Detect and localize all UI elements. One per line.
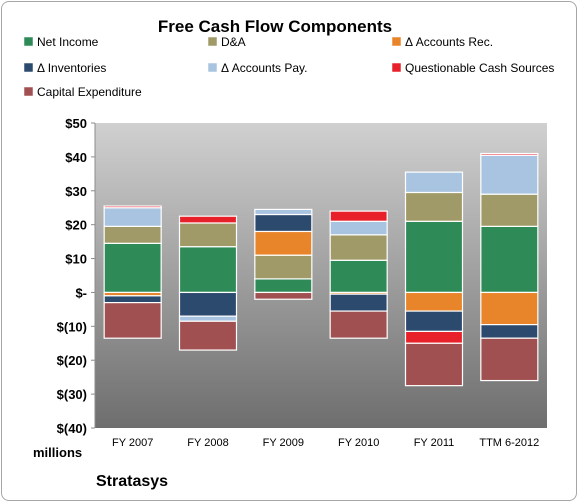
bar-segment-delta-inventories: [480, 324, 539, 339]
bar-segment-danda: [329, 234, 388, 261]
y-tick-label: $20: [65, 218, 87, 233]
bar-segment-capital-expenditure: [103, 302, 162, 339]
legend: Net Income D&A Δ Accounts Rec. Δ Inventorie…: [23, 35, 554, 99]
units-label: millions: [33, 445, 82, 460]
y-tick-label: $-: [75, 285, 87, 300]
legend-label: Δ Accounts Rec.: [405, 35, 493, 49]
bar-segment-delta-accounts-rec: [480, 291, 539, 326]
legend-label: Net Income: [37, 35, 99, 49]
y-tick-label: $40: [65, 150, 87, 165]
company-label: Stratasys: [96, 473, 168, 490]
bar-segment-questionable-cash-sources: [404, 330, 464, 344]
legend-swatch: [23, 62, 34, 73]
bar-segment-capital-expenditure: [254, 291, 313, 300]
bar-segment-danda: [103, 225, 162, 244]
bar-segment-delta-inventories: [103, 295, 162, 304]
legend-label: D&A: [221, 35, 246, 49]
x-tick-label: FY 2011: [414, 437, 455, 449]
y-tick-label: $30: [65, 184, 87, 199]
legend-item-questionable-cash-sources: Questionable Cash Sources: [391, 61, 554, 75]
legend-item-net-income: Net Income: [23, 35, 99, 49]
bar-segment-net-income: [254, 278, 313, 294]
bar-segment-delta-accounts-pay: [480, 154, 539, 195]
y-tick-label: $(20): [57, 353, 87, 368]
bar-segment-net-income: [103, 242, 162, 294]
bar-segment-danda: [480, 193, 539, 227]
legend-swatch: [23, 36, 34, 47]
bar-segment-delta-inventories: [329, 293, 388, 312]
y-tick-label: $50: [65, 116, 87, 131]
legend-label: Δ Inventories: [37, 61, 106, 75]
y-axis: $50 $40 $30 $20 $10 $- $(10) $(20) $(30) $(40): [57, 116, 96, 436]
legend-item-danda: D&A: [207, 35, 246, 49]
bar-segment-delta-accounts-rec: [404, 291, 464, 312]
legend-swatch: [23, 86, 34, 97]
bar-segment-danda: [404, 191, 464, 222]
bar-segment-questionable-cash-sources: [329, 210, 388, 222]
bar-segment-capital-expenditure: [404, 342, 464, 387]
bar-segment-net-income: [329, 259, 388, 294]
x-tick-label: FY 2007: [112, 437, 153, 449]
bar-segment-questionable-cash-sources: [178, 215, 238, 224]
y-tick-label: $10: [65, 252, 87, 267]
bar-segment-delta-accounts-pay: [103, 207, 162, 227]
x-tick-label: FY 2010: [338, 437, 379, 449]
legend-item-capital-expenditure: Capital Expenditure: [23, 85, 142, 99]
legend-swatch: [391, 62, 402, 73]
bar-segment-delta-accounts-pay: [254, 208, 313, 216]
legend-swatch: [207, 62, 218, 73]
bar-segment-capital-expenditure: [480, 337, 539, 382]
legend-label: Questionable Cash Sources: [405, 61, 554, 75]
bar-segment-delta-accounts-pay: [329, 220, 388, 236]
bar-segment-delta-accounts-pay: [178, 315, 238, 322]
bars: [103, 152, 539, 387]
bar-segment-net-income: [404, 220, 464, 294]
plot-area: [95, 123, 547, 428]
legend-swatch: [207, 36, 218, 47]
bar-segment-delta-inventories: [254, 213, 313, 233]
y-tick-label: $(40): [57, 421, 87, 436]
y-tick-label: $(10): [57, 319, 87, 334]
x-axis: FY 2007 FY 2008 FY 2009 FY 2010 FY 2011 TTM 6…: [112, 437, 539, 449]
x-tick-label: FY 2009: [263, 437, 304, 449]
bar-segment-capital-expenditure: [178, 320, 238, 351]
y-tick-label: $(30): [57, 387, 87, 402]
bar-segment-delta-inventories: [404, 310, 464, 333]
chart-title: Free Cash Flow Components: [158, 17, 392, 36]
legend-item-delta-inventories: Δ Inventories: [23, 61, 106, 75]
x-tick-label: FY 2008: [187, 437, 228, 449]
bar-segment-capital-expenditure: [329, 310, 388, 339]
bar-segment-delta-accounts-rec: [254, 230, 313, 256]
bar-segment-danda: [254, 254, 313, 280]
bar-segment-danda: [178, 222, 238, 248]
bar-segment-delta-accounts-pay: [404, 171, 464, 194]
legend-label: Δ Accounts Pay.: [221, 61, 308, 75]
x-tick-label: TTM 6-2012: [479, 437, 539, 449]
legend-label: Capital Expenditure: [37, 85, 142, 99]
legend-item-delta-accounts-pay: Δ Accounts Pay.: [207, 61, 308, 75]
legend-swatch: [391, 36, 402, 47]
legend-item-delta-accounts-rec: Δ Accounts Rec.: [391, 35, 493, 49]
bar-segment-net-income: [480, 225, 539, 294]
bar-segment-questionable-cash-sources: [480, 152, 539, 156]
bar-segment-delta-inventories: [178, 291, 238, 317]
bar-segment-net-income: [178, 246, 238, 294]
bar-segment-questionable-cash-sources: [103, 205, 162, 209]
